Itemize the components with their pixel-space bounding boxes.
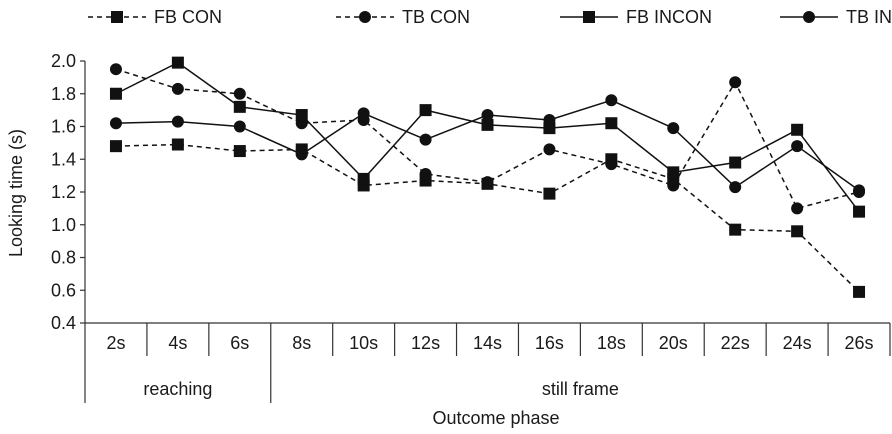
data-point [543,113,556,126]
data-point [667,179,680,192]
x-group-label: still frame [542,379,619,399]
x-tick-label: 24s [783,333,812,353]
legend-marker [111,11,123,23]
x-tick-label: 8s [292,333,311,353]
data-point [543,143,556,156]
y-tick-label: 1.6 [51,117,76,137]
data-point [605,117,618,130]
x-tick-label: 26s [845,333,874,353]
y-tick-label: 0.6 [51,280,76,300]
x-tick-label: 16s [535,333,564,353]
data-point [543,187,556,200]
data-point [233,87,246,100]
legend-label: TB CON [402,7,470,27]
y-tick-label: 0.4 [51,313,76,333]
data-point [357,172,370,185]
data-point [171,115,184,128]
legend-label: FB INCON [626,7,712,27]
data-point [667,166,680,179]
data-point [171,138,184,151]
legend-label: TB INCON [846,7,892,27]
data-point [419,104,432,117]
data-point [729,156,742,169]
legend-item: FB INCON [560,7,712,27]
data-point [109,140,122,153]
data-point [853,285,866,298]
data-point [481,109,494,122]
legend-item: TB INCON [780,7,892,27]
y-tick-label: 2.0 [51,51,76,71]
data-point [233,120,246,133]
x-tick-label: 14s [473,333,502,353]
x-tick-label: 10s [349,333,378,353]
data-point [233,100,246,113]
data-point [605,158,618,171]
data-point [729,76,742,89]
series-tb-incon [109,94,866,197]
legend-marker [359,11,371,23]
data-point [419,133,432,146]
data-point [853,184,866,197]
data-point [109,63,122,76]
legend-item: FB CON [88,7,222,27]
data-point [853,205,866,218]
data-point [295,109,308,122]
data-point [295,148,308,161]
data-point [791,225,804,238]
x-axis-title: Outcome phase [432,408,559,428]
data-point [419,167,432,180]
data-point [605,94,618,107]
data-point [357,107,370,120]
data-point [171,82,184,95]
legend-marker [803,11,815,23]
y-tick-label: 1.4 [51,149,76,169]
x-group-label: reaching [143,379,212,399]
data-point [109,87,122,100]
series-group [109,56,866,298]
series-line [115,143,860,293]
data-point [109,117,122,130]
y-tick-label: 1.0 [51,215,76,235]
legend-marker [583,11,595,23]
series-fb-con [109,138,866,298]
data-point [791,140,804,153]
data-point [667,122,680,135]
axes: 0.4 0.6 0.8 1.0 1.2 1.4 1.6 1.8 2.0 2s 4s 6s 8s 10s 12… [51,51,891,403]
data-point [729,223,742,236]
data-point [233,145,246,158]
legend: FB CON TB CON FB INCON TB INCON [88,7,892,27]
data-point [481,118,494,131]
y-tick-label: 1.8 [51,84,76,104]
x-tick-label: 2s [106,333,125,353]
x-tick-label: 6s [230,333,249,353]
data-point [729,181,742,194]
y-axis-title: Looking time (s) [6,129,26,257]
x-tick-label: 20s [659,333,688,353]
series-fb-incon [109,56,866,218]
x-tick-label: 12s [411,333,440,353]
y-tick-label: 1.2 [51,182,76,202]
series-tb-con [109,63,866,215]
data-point [791,202,804,215]
data-point [481,176,494,189]
x-tick-label: 22s [721,333,750,353]
legend-item: TB CON [336,7,470,27]
data-point [791,123,804,136]
data-point [171,56,184,69]
x-tick-label: 18s [597,333,626,353]
y-tick-label: 0.8 [51,248,76,268]
x-tick-label: 4s [168,333,187,353]
legend-label: FB CON [154,7,222,27]
